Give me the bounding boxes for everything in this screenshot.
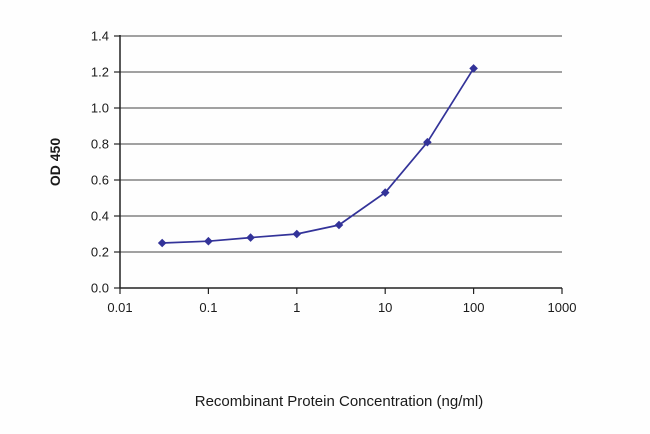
y-tick-label: 0.8 <box>91 137 109 152</box>
y-tick-label: 1.4 <box>91 29 109 44</box>
data-point-marker <box>380 188 390 197</box>
data-point-marker <box>334 220 344 230</box>
y-tick-labels: 0.0 0.2 0.4 0.6 0.8 1.0 1.2 1.4 <box>91 29 120 296</box>
axes <box>119 35 562 289</box>
y-tick-label: 0.2 <box>91 245 109 260</box>
y-tick-label: 0.6 <box>91 173 109 188</box>
data-line <box>162 67 475 244</box>
x-axis-label: Recombinant Protein Concentration (ng/ml… <box>195 393 483 410</box>
x-tick-label: 0.1 <box>199 300 217 315</box>
x-tick-label: 10 <box>378 300 392 315</box>
y-tick-label: 1.2 <box>91 65 109 80</box>
y-tick-label: 0.0 <box>91 281 109 296</box>
data-points <box>157 64 478 248</box>
x-axis-label-text: Recombinant Protein Concentration (ng/ml… <box>195 393 483 410</box>
x-tick-label: 1 <box>293 300 300 315</box>
y-tick-label: 0.4 <box>91 209 109 224</box>
x-tick-label: 0.01 <box>107 300 132 315</box>
data-point-marker <box>204 236 213 246</box>
gridlines <box>120 35 562 253</box>
x-tick-label: 1000 <box>548 300 577 315</box>
data-point-marker <box>469 64 478 73</box>
data-point-marker <box>423 137 432 147</box>
x-tick-labels: 0.01 0.1 1 10 100 1000 <box>107 288 576 315</box>
y-tick-label: 1.0 <box>91 101 109 116</box>
y-axis-label-text: OD 450 <box>47 138 63 186</box>
y-axis-label: OD 450 <box>47 138 63 186</box>
x-tick-label: 100 <box>463 300 485 315</box>
data-point-marker <box>246 233 255 242</box>
data-point-marker <box>157 238 167 248</box>
data-point-marker <box>292 229 302 239</box>
